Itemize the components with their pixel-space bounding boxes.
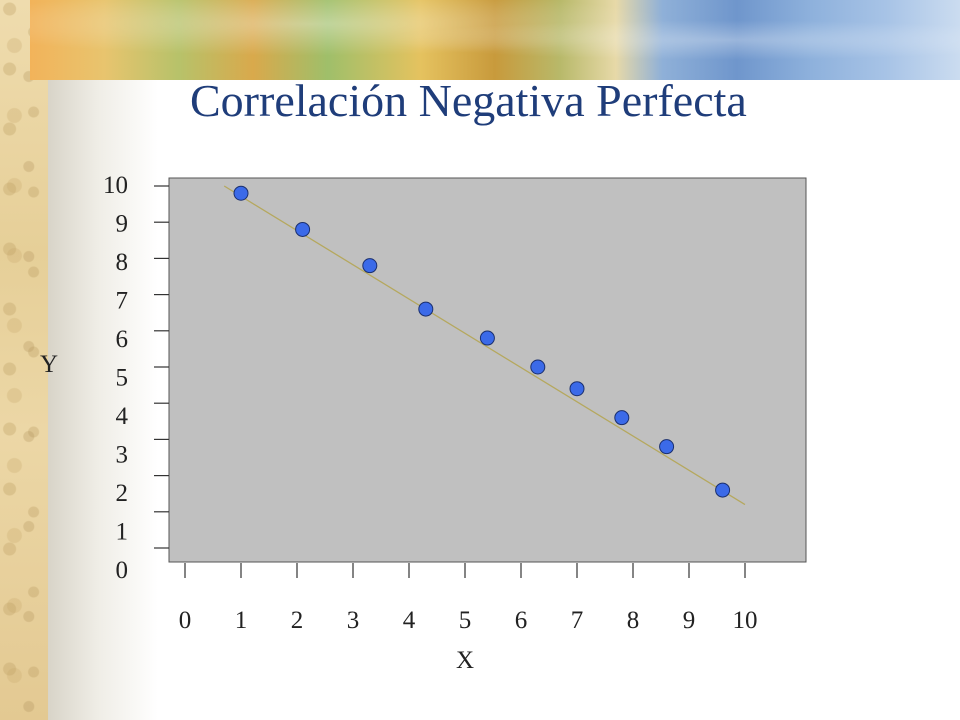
data-point <box>479 330 495 346</box>
y-tick-label: 4 <box>116 403 129 430</box>
x-tick-label: 10 <box>733 607 758 634</box>
y-tick-label: 1 <box>116 519 129 546</box>
data-point <box>530 359 546 375</box>
y-tick-label: 2 <box>116 480 129 507</box>
plot-area <box>168 177 807 563</box>
y-tick-label: 3 <box>116 442 129 469</box>
x-axis-tick-labels: 0 1 2 3 4 5 6 7 8 9 10 <box>179 607 758 634</box>
y-tick-label: 6 <box>116 326 129 353</box>
data-point <box>659 439 675 455</box>
y-tick-label: 5 <box>116 365 129 392</box>
y-axis-ticks <box>154 185 169 549</box>
data-point <box>614 410 630 426</box>
x-tick-label: 0 <box>179 607 192 634</box>
y-tick-label: 8 <box>116 249 129 276</box>
y-axis-tick-labels: 0 1 2 3 4 5 6 7 8 9 10 <box>103 172 129 584</box>
y-tick-label: 7 <box>116 288 129 315</box>
data-point <box>418 301 434 317</box>
x-tick-label: 5 <box>459 607 472 634</box>
y-tick-label: 10 <box>103 172 128 199</box>
gradient-fade-panel <box>48 78 158 720</box>
data-points <box>233 185 731 498</box>
x-tick-label: 6 <box>515 607 528 634</box>
x-tick-label: 1 <box>235 607 248 634</box>
trend-line <box>223 185 746 506</box>
data-point <box>362 258 378 274</box>
x-axis-title: X <box>456 647 474 674</box>
data-point <box>569 381 585 397</box>
x-tick-label: 9 <box>683 607 696 634</box>
data-point <box>233 185 249 201</box>
x-tick-label: 8 <box>627 607 640 634</box>
y-tick-label: 0 <box>116 557 129 584</box>
x-tick-label: 2 <box>291 607 304 634</box>
y-tick-label: 9 <box>116 211 129 238</box>
x-axis-ticks <box>184 563 746 578</box>
x-tick-label: 4 <box>403 607 416 634</box>
y-axis-title: Y <box>40 351 58 378</box>
slide-title: Correlación Negativa Perfecta <box>190 75 747 126</box>
data-point <box>715 482 731 498</box>
data-point <box>295 221 311 237</box>
x-tick-label: 7 <box>571 607 584 634</box>
x-tick-label: 3 <box>347 607 360 634</box>
parchment-background-strip <box>0 0 48 720</box>
leaf-banner-image <box>30 0 960 80</box>
